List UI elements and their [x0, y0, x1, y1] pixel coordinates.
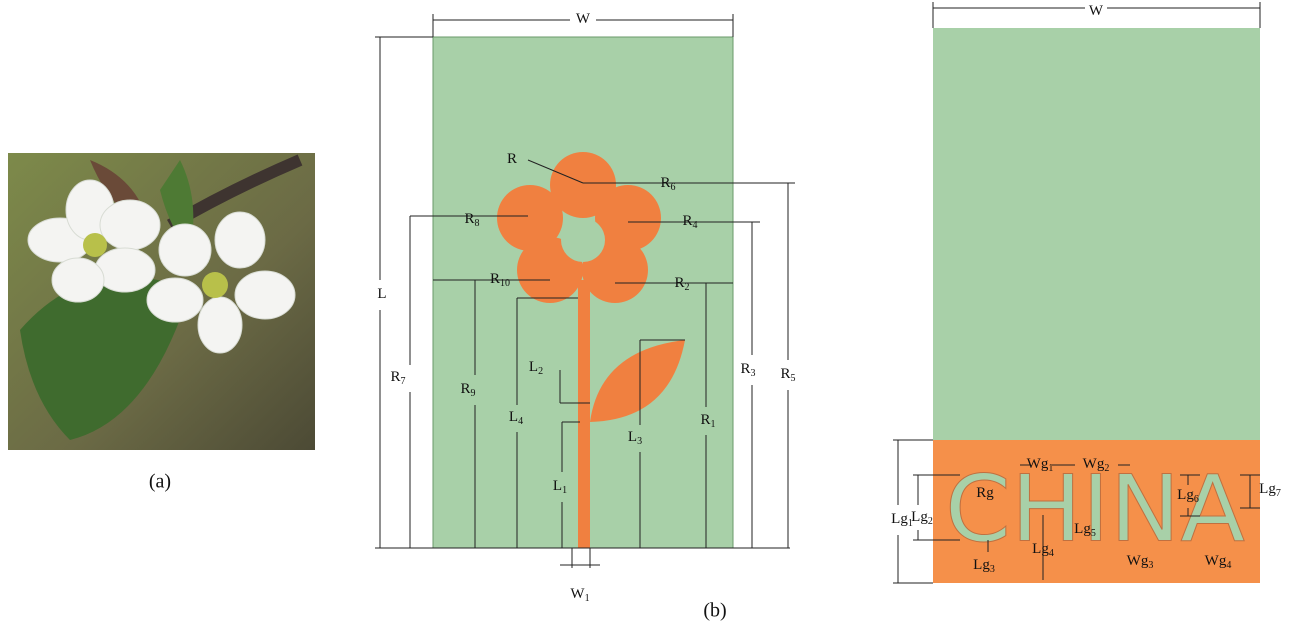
label-base: L [529, 359, 538, 375]
label-base: R [682, 213, 692, 229]
label-base: W [576, 11, 591, 27]
label-base: R [390, 369, 400, 385]
label-base: Wg [1027, 456, 1049, 472]
label-base: Lg [1177, 487, 1194, 503]
dimension-label: W1 [570, 586, 589, 604]
label-base: W [570, 586, 585, 602]
label-base: Rg [976, 485, 994, 501]
dimension-label: L [377, 286, 386, 302]
label-sub: 7 [1276, 488, 1281, 499]
label-base: Lg [891, 511, 908, 527]
label-sub: 2 [1104, 463, 1109, 474]
label-sub: 3 [990, 564, 995, 575]
figure: (a) WLRR6R8R4R10R2L2R7R9L4L3R1R3R5L1W1 C… [0, 0, 1294, 632]
label-base: Lg [1259, 481, 1276, 497]
label-sub: 5 [791, 373, 796, 384]
label-base: Lg [1032, 541, 1049, 557]
dimension-label: W [1089, 3, 1104, 19]
label-sub: 3 [751, 368, 756, 379]
caption: (b) [703, 600, 726, 622]
dimension-label: Rg [976, 485, 994, 501]
label-sub: 4 [693, 220, 698, 231]
photo [8, 153, 315, 450]
dimension-label: W [576, 11, 591, 27]
label-base: Lg [973, 557, 990, 573]
label-sub: 6 [671, 182, 676, 193]
label-base: L [553, 478, 562, 494]
label-base: R [780, 366, 790, 382]
label-base: R [700, 412, 710, 428]
label-base: R [507, 151, 517, 167]
dimension-label: R5 [780, 366, 795, 384]
label-sub: 1 [711, 419, 716, 430]
label-base: R [740, 361, 750, 377]
label-base: R [460, 381, 470, 397]
label-base: L [509, 409, 518, 425]
dimension-label: Lg2 [911, 509, 933, 527]
label-sub: 1 [1048, 463, 1053, 474]
label-base: R [674, 275, 684, 291]
label-base: Lg [911, 509, 928, 525]
dimension-label: R3 [740, 361, 755, 379]
dimension-label: Lg1 [891, 511, 913, 529]
dimension-label: R [507, 151, 517, 167]
label-sub: 3 [1148, 560, 1153, 571]
dimension-label: Lg7 [1259, 481, 1281, 499]
label-sub: 2 [685, 282, 690, 293]
label-sub: 1 [585, 593, 590, 604]
label-base: R [490, 271, 500, 287]
label-sub: 4 [1226, 560, 1231, 571]
label-base: W [1089, 3, 1104, 19]
label-base: Wg [1205, 553, 1227, 569]
label-sub: 1 [562, 485, 567, 496]
label-sub: 6 [1194, 494, 1199, 505]
label-sub: 2 [928, 516, 933, 527]
label-sub: 7 [401, 376, 406, 387]
label-sub: 4 [1049, 548, 1054, 559]
label-base: R [660, 175, 670, 191]
label-sub: 10 [500, 278, 510, 289]
label-sub: 5 [1091, 528, 1096, 539]
label-base: Lg [1074, 521, 1091, 537]
label-sub: 4 [518, 416, 523, 427]
label-base: R [464, 211, 474, 227]
label-base: Wg [1127, 553, 1149, 569]
label-base: L [377, 286, 386, 302]
label-sub: 8 [475, 218, 480, 229]
label-sub: 9 [471, 388, 476, 399]
label-sub: 3 [637, 436, 642, 447]
dimension-label: R7 [390, 369, 405, 387]
caption: (a) [149, 471, 171, 493]
label-base: Wg [1083, 456, 1105, 472]
label-base: L [628, 429, 637, 445]
label-sub: 2 [538, 366, 543, 377]
